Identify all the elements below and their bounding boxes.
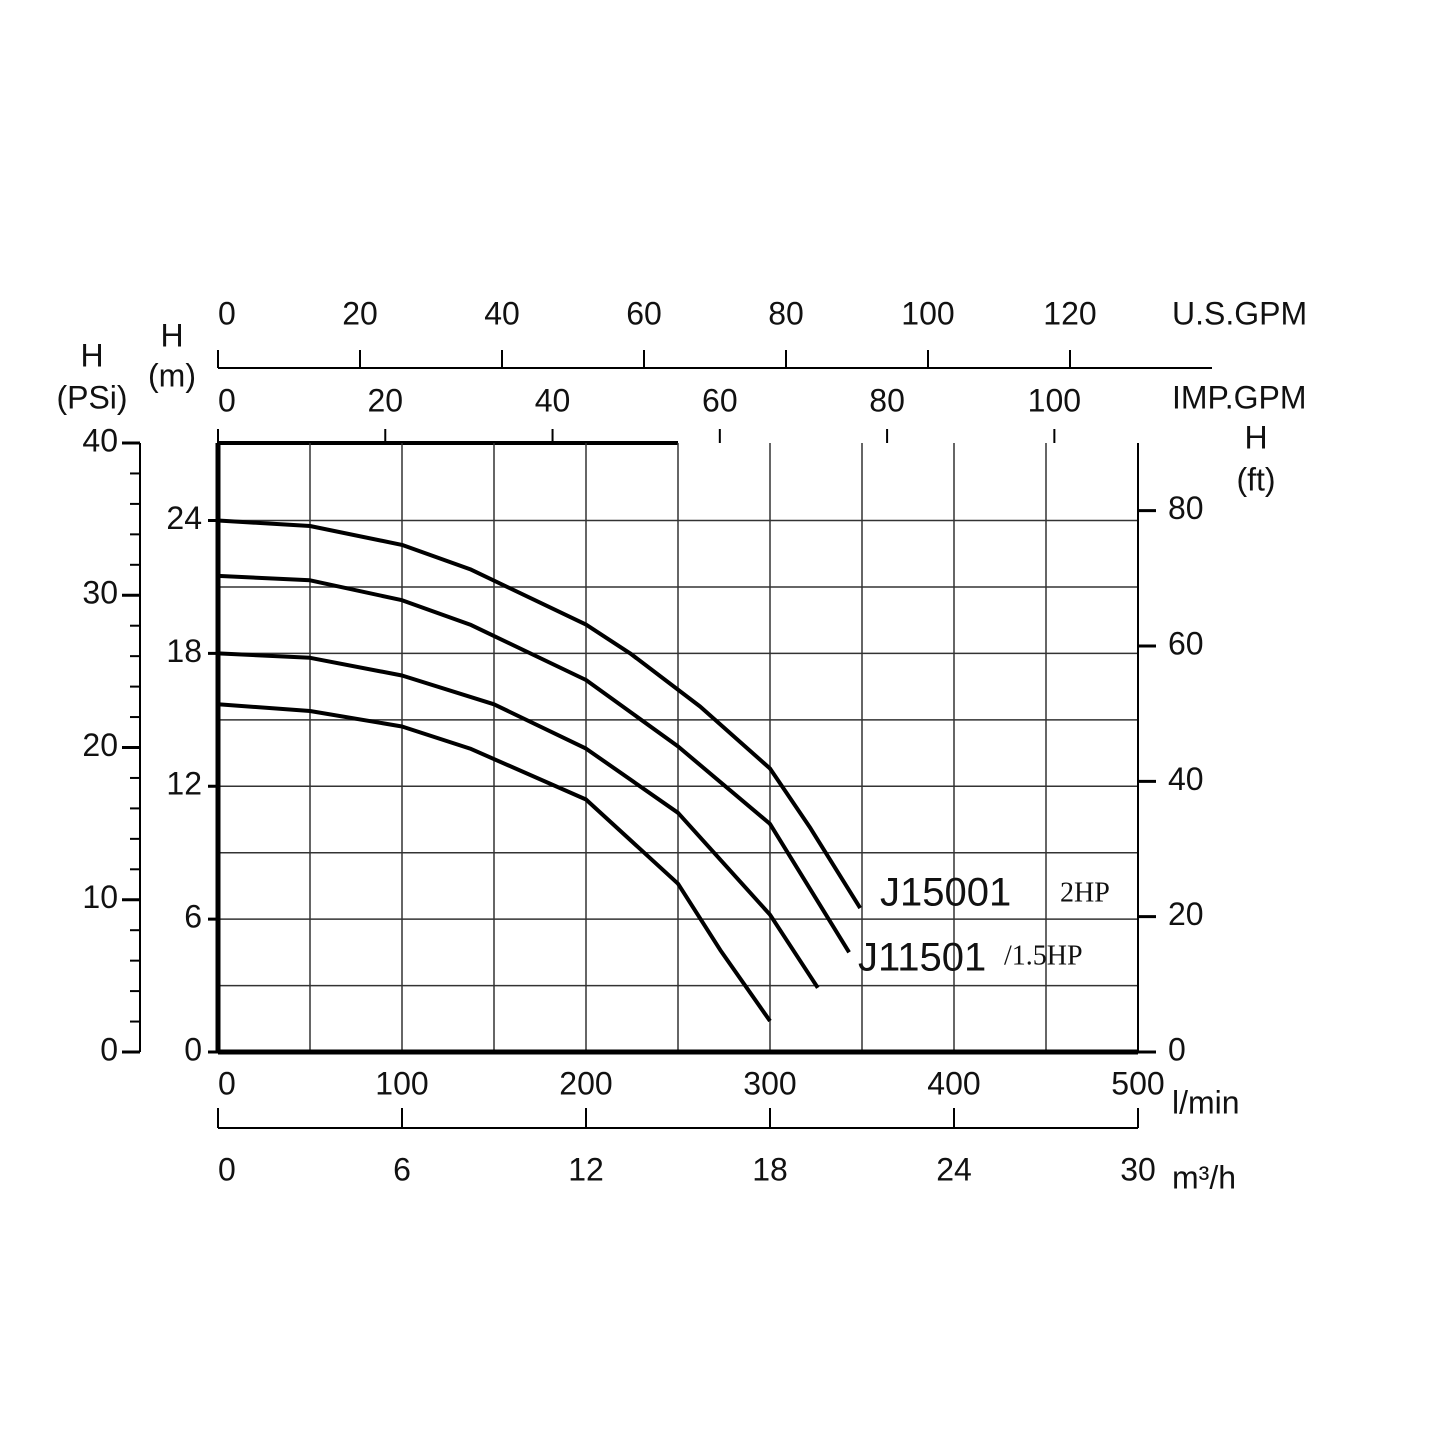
tick-label: 100 [375, 1065, 428, 1101]
axis-label: H [160, 317, 183, 353]
tick-label: 500 [1111, 1065, 1164, 1101]
tick-label: 120 [1043, 295, 1096, 331]
tick-label: 40 [484, 295, 520, 331]
tick-label: 6 [184, 899, 202, 935]
tick-label: 80 [869, 382, 905, 418]
tick-label: 60 [1168, 625, 1204, 661]
axis-label: U.S.GPM [1172, 295, 1307, 331]
tick-label: 100 [901, 295, 954, 331]
axis-label: H [80, 337, 103, 373]
annotation: 2HP [1060, 877, 1110, 908]
tick-label: 400 [927, 1065, 980, 1101]
tick-label: 100 [1028, 382, 1081, 418]
annotation: J11501 [858, 936, 986, 980]
tick-label: 0 [1168, 1031, 1186, 1067]
tick-label: 20 [342, 295, 378, 331]
tick-label: 10 [82, 879, 118, 915]
tick-label: 0 [218, 1151, 236, 1187]
tick-label: 18 [166, 633, 202, 669]
pump-curve [217, 518, 862, 910]
tick-label: 24 [936, 1151, 972, 1187]
tick-label: 12 [166, 766, 202, 802]
tick-label: 18 [752, 1151, 788, 1187]
tick-label: 6 [393, 1151, 411, 1187]
axis-label: l/min [1172, 1084, 1240, 1120]
tick-label: 40 [1168, 761, 1204, 797]
axis-label: (ft) [1236, 461, 1275, 497]
axis-label: H [1244, 419, 1267, 455]
pump-curve [217, 702, 772, 1023]
tick-label: 0 [100, 1031, 118, 1067]
axis-label: m³/h [1172, 1159, 1236, 1195]
tick-label: 0 [218, 382, 236, 418]
tick-label: 30 [82, 575, 118, 611]
tick-label: 24 [166, 500, 202, 536]
axis-label: IMP.GPM [1172, 379, 1307, 415]
tick-label: 12 [568, 1151, 604, 1187]
tick-label: 80 [768, 295, 804, 331]
tick-label: 200 [559, 1065, 612, 1101]
tick-label: 300 [743, 1065, 796, 1101]
tick-label: 40 [82, 422, 118, 458]
tick-label: 0 [218, 1065, 236, 1101]
axis-label: (PSi) [56, 379, 127, 415]
tick-label: 60 [702, 382, 738, 418]
annotation: J15001 [880, 871, 1011, 915]
tick-label: 80 [1168, 490, 1204, 526]
annotation: /1.5HP [1004, 940, 1083, 971]
pump-curve [217, 573, 851, 954]
tick-label: 0 [184, 1031, 202, 1067]
tick-label: 60 [626, 295, 662, 331]
tick-label: 40 [535, 382, 571, 418]
tick-label: 30 [1120, 1151, 1156, 1187]
axis-label: (m) [148, 357, 196, 393]
tick-label: 20 [1168, 896, 1204, 932]
tick-label: 0 [218, 295, 236, 331]
pump-curve [217, 651, 820, 989]
tick-label: 20 [367, 382, 403, 418]
tick-label: 20 [82, 727, 118, 763]
